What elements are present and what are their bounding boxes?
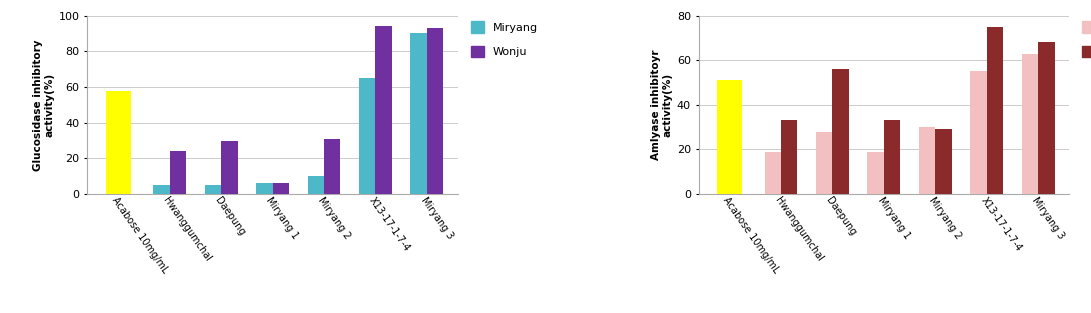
Bar: [106, 90, 131, 194]
Bar: [1022, 54, 1039, 194]
Bar: [205, 185, 221, 194]
Bar: [884, 121, 900, 194]
Bar: [816, 131, 832, 194]
Legend: Miryang, Wonju: Miryang, Wonju: [471, 21, 538, 57]
Bar: [169, 151, 187, 194]
Bar: [1039, 43, 1055, 194]
Bar: [308, 176, 324, 194]
Bar: [324, 139, 340, 194]
Bar: [919, 127, 935, 194]
Y-axis label: Amlyase inhibitoyr
activity(%): Amlyase inhibitoyr activity(%): [651, 49, 673, 160]
Bar: [765, 152, 781, 194]
Bar: [375, 26, 392, 194]
Bar: [781, 121, 798, 194]
Bar: [717, 80, 742, 194]
Bar: [832, 69, 849, 194]
Bar: [410, 33, 427, 194]
Bar: [867, 152, 884, 194]
Y-axis label: Glucosidase inhibitory
activity(%): Glucosidase inhibitory activity(%): [33, 39, 55, 171]
Legend: Miryang, Wonju: Miryang, Wonju: [1082, 21, 1091, 57]
Bar: [221, 141, 238, 194]
Bar: [987, 27, 1004, 194]
Bar: [273, 183, 289, 194]
Bar: [359, 78, 375, 194]
Bar: [427, 28, 443, 194]
Bar: [935, 129, 951, 194]
Bar: [153, 185, 169, 194]
Bar: [970, 71, 987, 194]
Bar: [256, 183, 273, 194]
